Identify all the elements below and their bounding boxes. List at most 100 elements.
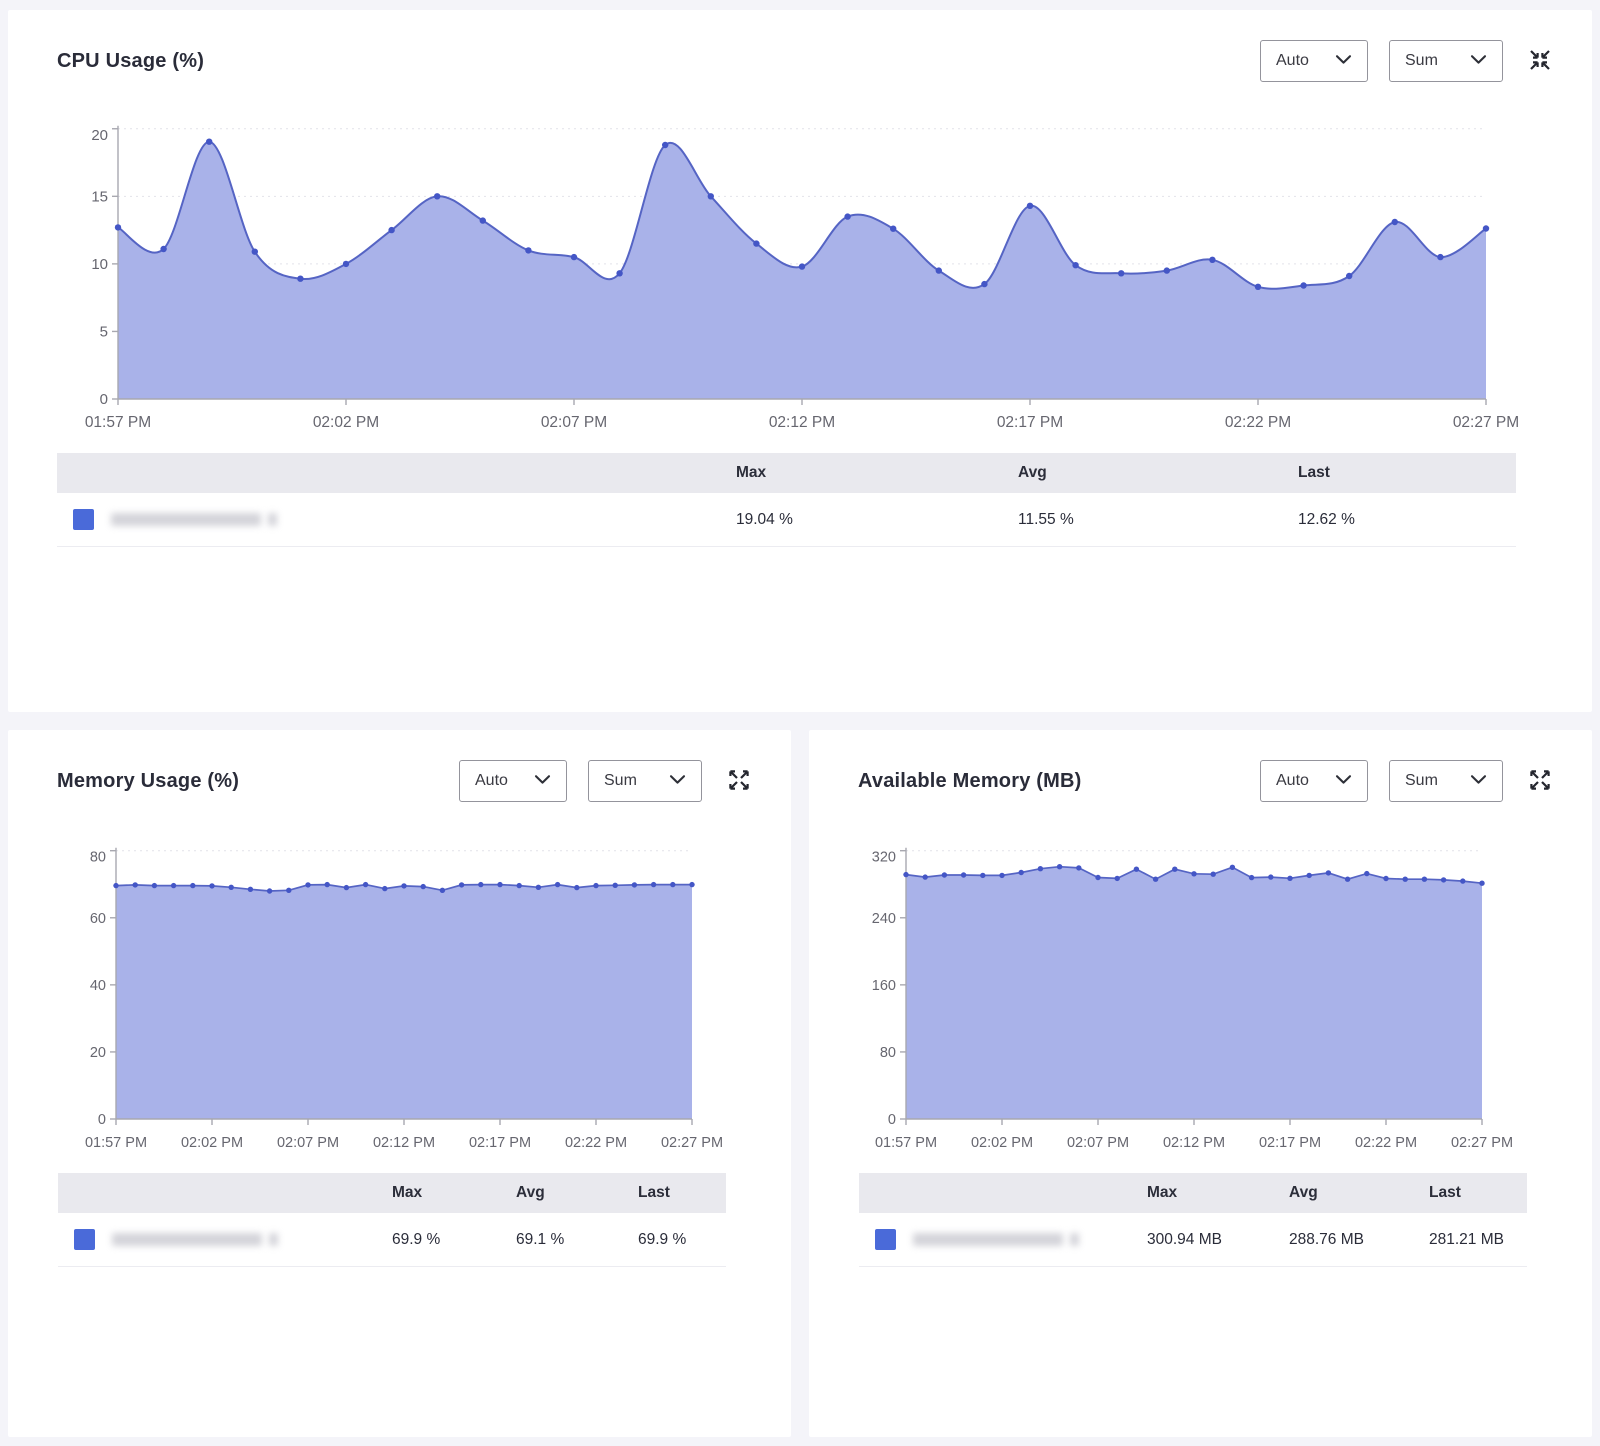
cpu-max-value: 19.04 % — [736, 510, 793, 528]
svg-text:80: 80 — [90, 850, 106, 866]
available-memory-legend-row[interactable]: 300.94 MB 288.76 MB 281.21 MB — [859, 1213, 1527, 1267]
series-name-redacted — [112, 1233, 278, 1246]
svg-text:60: 60 — [90, 911, 106, 927]
svg-text:40: 40 — [90, 978, 106, 994]
cpu-aggregation-value: Sum — [1405, 52, 1438, 69]
memory-aggregation-value: Sum — [604, 772, 637, 789]
legend-header-avg: Avg — [1289, 1184, 1318, 1201]
svg-text:02:22 PM: 02:22 PM — [1225, 414, 1291, 431]
legend-header-max: Max — [1147, 1184, 1178, 1201]
series-name-cell — [859, 1229, 1147, 1250]
available-memory-time-range-value: Auto — [1276, 772, 1309, 789]
svg-text:02:02 PM: 02:02 PM — [971, 1135, 1033, 1151]
available-memory-chart[interactable]: 0 80 160 240 320 01:57 PM 02:02 PM 02:07 PM 02:1… — [845, 830, 1592, 1173]
available-memory-aggregation-value: Sum — [1405, 772, 1438, 789]
svg-text:02:07 PM: 02:07 PM — [277, 1135, 339, 1151]
svg-text:02:12 PM: 02:12 PM — [1163, 1135, 1225, 1151]
memory-last-value: 69.9 % — [638, 1230, 687, 1248]
svg-text:160: 160 — [872, 978, 896, 994]
legend-header-max: Max — [392, 1184, 423, 1201]
svg-text:02:22 PM: 02:22 PM — [1355, 1135, 1417, 1151]
cpu-time-range-select[interactable]: Auto — [1260, 40, 1368, 82]
bottom-cards-row: Memory Usage (%) Auto Sum — [8, 730, 1592, 1437]
available-memory-card-header: Available Memory (MB) Auto Sum — [809, 730, 1592, 802]
expand-chart-button[interactable] — [727, 768, 751, 795]
memory-legend-table: Max Avg Last 69.9 % 69.1 % 69.9 % — [58, 1173, 726, 1267]
svg-text:02:17 PM: 02:17 PM — [1259, 1135, 1321, 1151]
available-memory-card-controls: Auto Sum — [1260, 760, 1552, 802]
legend-header-last: Last — [1429, 1184, 1461, 1201]
svg-text:01:57 PM: 01:57 PM — [85, 1135, 147, 1151]
svg-text:02:02 PM: 02:02 PM — [313, 414, 379, 431]
svg-text:02:17 PM: 02:17 PM — [469, 1135, 531, 1151]
cpu-card-header: CPU Usage (%) Auto Sum — [8, 10, 1592, 82]
svg-text:02:22 PM: 02:22 PM — [565, 1135, 627, 1151]
legend-header-last: Last — [1298, 464, 1330, 481]
memory-usage-chart[interactable]: 0 20 40 60 80 01:57 PM 02:02 PM 02:07 PM 02:12 P… — [52, 830, 791, 1173]
available-memory-time-range-select[interactable]: Auto — [1260, 760, 1368, 802]
cpu-legend-table: Max Avg Last 19.04 % 11.55 % 12.62 % — [57, 453, 1516, 547]
legend-header-avg: Avg — [1018, 464, 1047, 481]
available-memory-card-title: Available Memory (MB) — [858, 769, 1082, 792]
series-name-redacted — [913, 1233, 1079, 1246]
available-memory-legend-table: Max Avg Last 300.94 MB 288.76 MB 281.21 … — [859, 1173, 1527, 1267]
svg-text:240: 240 — [872, 911, 896, 927]
memory-usage-card: Memory Usage (%) Auto Sum — [8, 730, 791, 1437]
svg-text:320: 320 — [872, 850, 896, 866]
series-color-swatch — [875, 1229, 896, 1250]
cpu-usage-card: CPU Usage (%) Auto Sum — [8, 10, 1592, 712]
expand-chart-button[interactable] — [1528, 768, 1552, 795]
available-memory-aggregation-select[interactable]: Sum — [1389, 760, 1503, 802]
legend-header-max: Max — [736, 464, 767, 481]
series-name-cell — [58, 1229, 392, 1250]
available-memory-avg-value: 288.76 MB — [1289, 1230, 1364, 1248]
memory-time-range-select[interactable]: Auto — [459, 760, 567, 802]
memory-legend-header: Max Avg Last — [58, 1173, 726, 1213]
collapse-chart-button[interactable] — [1528, 48, 1552, 75]
svg-text:02:07 PM: 02:07 PM — [1067, 1135, 1129, 1151]
legend-header-last: Last — [638, 1184, 670, 1201]
cpu-legend-row[interactable]: 19.04 % 11.55 % 12.62 % — [57, 493, 1516, 547]
legend-header-avg: Avg — [516, 1184, 545, 1201]
svg-text:02:17 PM: 02:17 PM — [997, 414, 1063, 431]
svg-text:02:27 PM: 02:27 PM — [661, 1135, 723, 1151]
available-memory-card: Available Memory (MB) Auto Sum — [809, 730, 1592, 1437]
svg-text:15: 15 — [91, 188, 108, 205]
svg-text:01:57 PM: 01:57 PM — [85, 414, 151, 431]
chevron-down-icon — [1335, 52, 1352, 70]
expand-icon — [727, 768, 751, 795]
svg-text:0: 0 — [888, 1112, 896, 1128]
expand-icon — [1528, 768, 1552, 795]
memory-card-header: Memory Usage (%) Auto Sum — [8, 730, 791, 802]
memory-avg-value: 69.1 % — [516, 1230, 565, 1248]
chevron-down-icon — [1470, 772, 1487, 790]
cpu-aggregation-select[interactable]: Sum — [1389, 40, 1503, 82]
svg-text:5: 5 — [100, 323, 108, 340]
memory-card-title: Memory Usage (%) — [57, 769, 240, 792]
series-color-swatch — [73, 509, 94, 530]
svg-text:0: 0 — [98, 1112, 106, 1128]
memory-legend-row[interactable]: 69.9 % 69.1 % 69.9 % — [58, 1213, 726, 1267]
svg-text:20: 20 — [90, 1045, 106, 1061]
cpu-last-value: 12.62 % — [1298, 510, 1355, 528]
svg-text:02:02 PM: 02:02 PM — [181, 1135, 243, 1151]
cpu-card-controls: Auto Sum — [1260, 40, 1552, 82]
memory-card-controls: Auto Sum — [459, 760, 751, 802]
cpu-legend-header: Max Avg Last — [57, 453, 1516, 493]
cpu-usage-chart[interactable]: 0 5 10 15 20 01:57 PM 02:02 PM 02:07 PM 02:12 PM… — [56, 110, 1592, 453]
compress-icon — [1528, 48, 1552, 75]
memory-aggregation-select[interactable]: Sum — [588, 760, 702, 802]
series-name-redacted — [111, 513, 277, 526]
cpu-avg-value: 11.55 % — [1018, 510, 1074, 528]
chevron-down-icon — [1470, 52, 1487, 70]
svg-text:01:57 PM: 01:57 PM — [875, 1135, 937, 1151]
svg-text:02:07 PM: 02:07 PM — [541, 414, 607, 431]
chevron-down-icon — [534, 772, 551, 790]
available-memory-last-value: 281.21 MB — [1429, 1230, 1504, 1248]
series-name-cell — [57, 509, 736, 530]
svg-text:80: 80 — [880, 1045, 896, 1061]
svg-text:02:12 PM: 02:12 PM — [373, 1135, 435, 1151]
svg-text:10: 10 — [91, 256, 108, 273]
memory-time-range-value: Auto — [475, 772, 508, 789]
